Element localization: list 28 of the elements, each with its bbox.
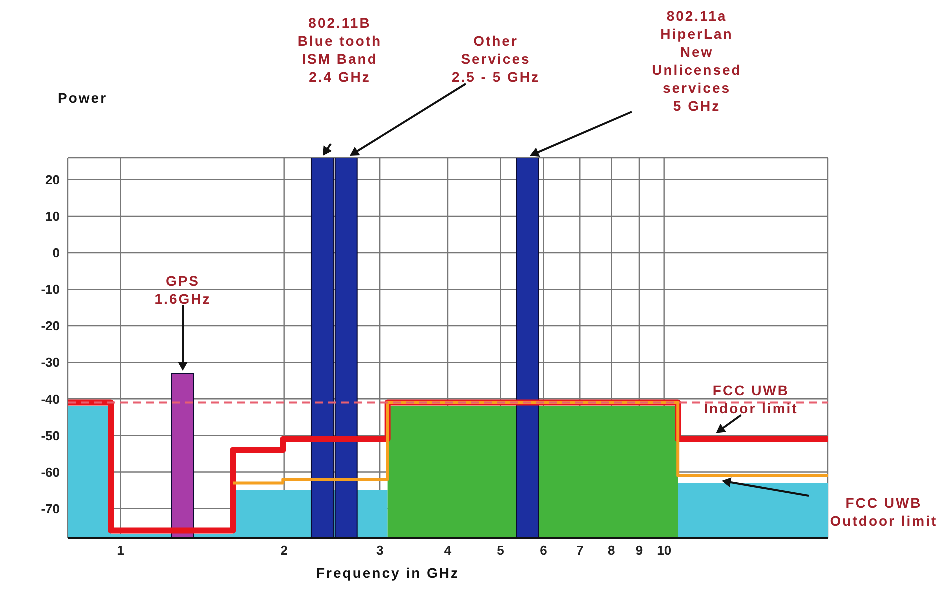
y-tick-label: 20 bbox=[46, 172, 60, 188]
text: FCC UWB Outdoor limit bbox=[830, 495, 938, 529]
x-tick-label: 6 bbox=[540, 543, 548, 558]
text: 802.11a HiperLan New Unlicensed services 5 GHz bbox=[652, 8, 742, 114]
annotation: FCC UWB Indoor limit bbox=[704, 382, 798, 416]
y-tick-label: -30 bbox=[41, 355, 60, 370]
x-tick-label: 3 bbox=[376, 543, 384, 558]
y-tick-label: 0 bbox=[52, 246, 60, 261]
text: 802.11B Blue tooth ISM Band 2.4 GHz bbox=[298, 15, 382, 85]
annotation: GPS 1.6GHz bbox=[154, 273, 212, 307]
y-axis-title: Power bbox=[58, 90, 108, 106]
y-tick-label: 10 bbox=[46, 209, 60, 224]
y-tick-label: -40 bbox=[41, 392, 60, 407]
x-tick-label: 2 bbox=[280, 543, 288, 558]
x-tick-label: 9 bbox=[636, 543, 644, 558]
x-tick-label: 10 bbox=[657, 543, 672, 558]
y-tick-label: -20 bbox=[41, 318, 60, 334]
y-tick-label: -70 bbox=[41, 501, 60, 516]
x-tick-label: 8 bbox=[608, 543, 616, 558]
x-tick-label: 1 bbox=[117, 543, 124, 558]
y-tick-label: -50 bbox=[41, 428, 60, 444]
x-tick-label: 7 bbox=[576, 543, 584, 558]
text: Other Services 2.5 - 5 GHz bbox=[452, 33, 540, 85]
x-axis-title: Frequency in GHz bbox=[316, 565, 460, 581]
y-tick-label: -10 bbox=[41, 282, 60, 298]
x-tick-label: 4 bbox=[444, 543, 452, 558]
y-tick-label: -60 bbox=[41, 464, 60, 480]
x-tick-label: 5 bbox=[497, 543, 504, 558]
